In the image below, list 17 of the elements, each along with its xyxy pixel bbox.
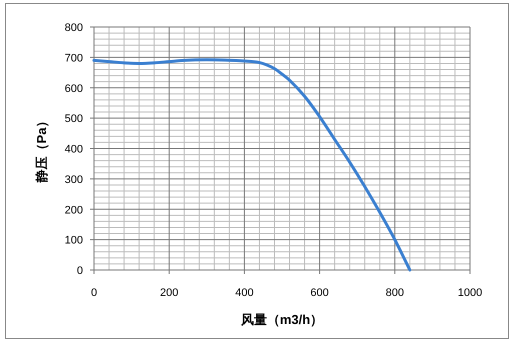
x-tick-label: 400 xyxy=(235,287,254,299)
y-tick-label: 700 xyxy=(64,52,83,64)
y-tick-label: 0 xyxy=(76,265,83,277)
y-axis-title: 静压（Pa） xyxy=(34,114,49,184)
x-tick-label: 1000 xyxy=(458,287,482,299)
y-tick-label: 100 xyxy=(64,234,83,247)
y-tick-label: 800 xyxy=(64,22,83,34)
x-axis-title: 风量（m3/h） xyxy=(240,312,324,327)
x-tick-label: 200 xyxy=(160,287,178,299)
y-tick-label: 600 xyxy=(64,82,83,95)
y-tick-label: 200 xyxy=(64,204,83,216)
y-tick-label: 500 xyxy=(64,113,83,126)
x-tick-label: 800 xyxy=(386,287,404,299)
y-tick-label: 300 xyxy=(64,174,83,186)
x-tick-label: 0 xyxy=(90,287,98,299)
x-tick-label: 600 xyxy=(310,287,329,299)
y-tick-label: 400 xyxy=(64,144,83,156)
